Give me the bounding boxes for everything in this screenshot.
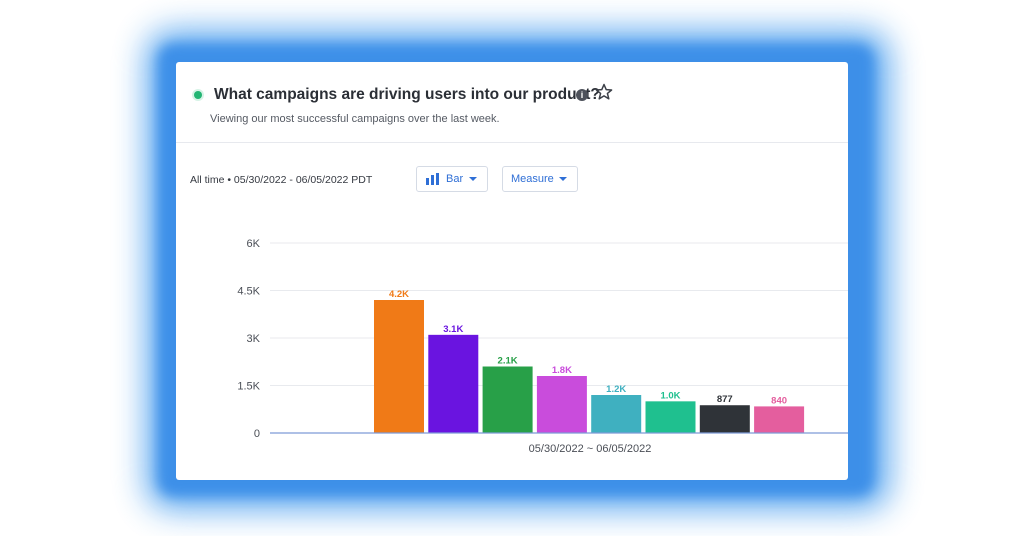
- status-dot-icon: [194, 91, 202, 99]
- bar[interactable]: [482, 366, 533, 434]
- bar[interactable]: [754, 406, 805, 433]
- bar-chart-icon: [426, 173, 439, 185]
- time-range-label: All time • 05/30/2022 - 06/05/2022 PDT: [190, 174, 373, 186]
- bar-value-label: 840: [771, 395, 787, 406]
- bar-value-label: 3.1K: [443, 324, 463, 335]
- x-axis-label: 05/30/2022 ~ 06/05/2022: [529, 443, 652, 455]
- bar[interactable]: [645, 401, 696, 433]
- bar[interactable]: [591, 395, 642, 433]
- bar-value-label: 1.0K: [660, 390, 680, 401]
- bar[interactable]: [536, 376, 587, 433]
- y-tick-label: 4.5K: [237, 286, 260, 298]
- bar-chart: 0 1.5K 3K 4.5K 6K 4.2K 3.1K 2.1K 1.8K 1.2K 1.0K 877…: [237, 238, 848, 455]
- measure-label: Measure: [511, 173, 554, 185]
- y-tick-label: 6K: [247, 238, 261, 250]
- bar-value-label: 1.2K: [606, 384, 626, 395]
- y-tick-label: 1.5K: [237, 381, 260, 393]
- caret-down-icon: [469, 177, 477, 181]
- caret-down-icon: [559, 177, 567, 181]
- measure-dropdown[interactable]: Measure: [502, 166, 578, 192]
- y-tick-label: 0: [254, 428, 260, 440]
- bar[interactable]: [699, 405, 750, 433]
- bar[interactable]: [374, 300, 424, 433]
- bar-value-label: 877: [717, 394, 733, 405]
- star-icon[interactable]: [594, 82, 614, 102]
- chart-card: What campaigns are driving users into ou…: [176, 62, 848, 480]
- chart-type-label: Bar: [446, 173, 464, 185]
- y-tick-label: 3K: [247, 333, 261, 345]
- bar-value-label: 2.1K: [498, 356, 518, 367]
- card-title: What campaigns are driving users into ou…: [214, 86, 600, 103]
- card-subtitle: Viewing our most successful campaigns ov…: [210, 113, 500, 125]
- bar[interactable]: [428, 334, 479, 433]
- bar-value-label: 4.2K: [389, 289, 409, 300]
- bar-value-label: 1.8K: [552, 365, 572, 376]
- chart-type-dropdown[interactable]: Bar: [416, 166, 488, 192]
- card-header: What campaigns are driving users into ou…: [176, 62, 848, 143]
- info-icon[interactable]: i: [576, 89, 588, 101]
